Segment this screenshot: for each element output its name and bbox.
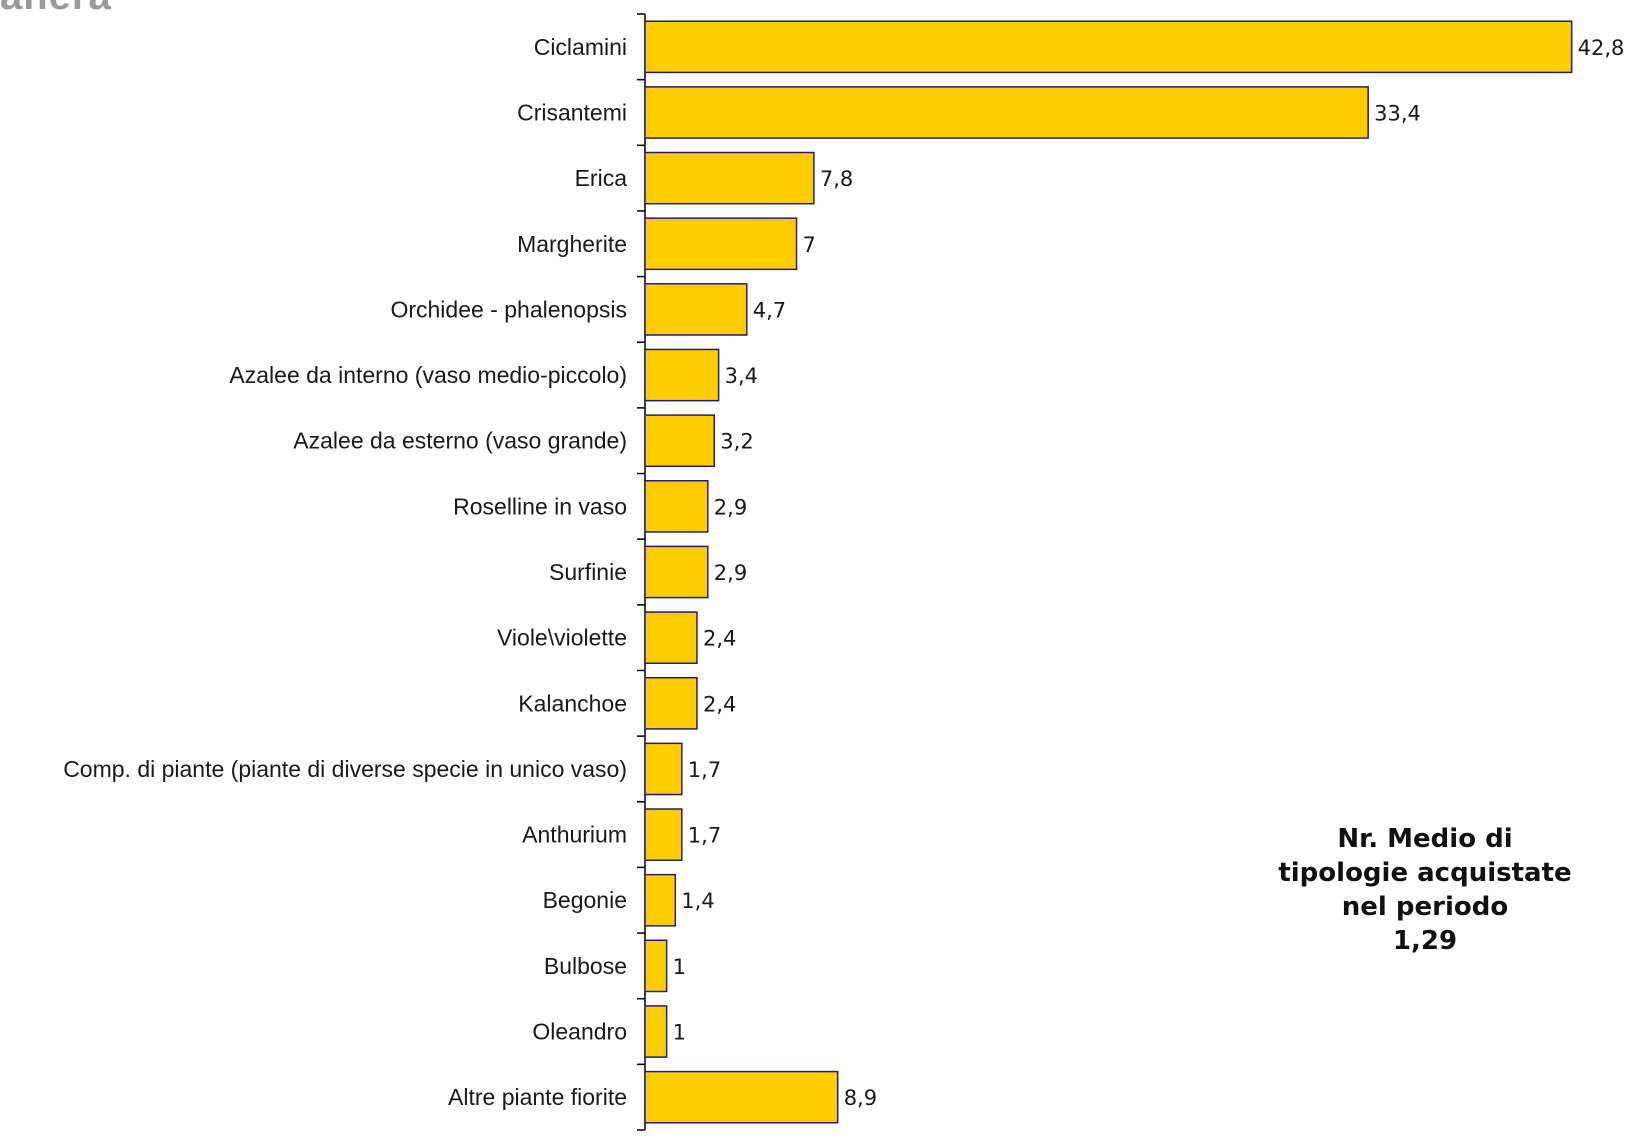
bar [644,86,1369,139]
note-line-2: tipologie acquistate [1278,858,1572,888]
category-label: Azalee da esterno (vaso grande) [293,428,627,454]
value-label: 7 [803,233,816,257]
category-label: Bulbose [544,953,627,979]
value-label: 2,4 [703,692,736,716]
category-label: Azalee da interno (vaso medio-piccolo) [229,362,627,388]
category-label: Surfinie [549,559,627,585]
bar [644,742,683,796]
category-label: Ciclamini [534,34,627,60]
bar [644,676,698,730]
value-labels: 42,8 33,4 7,8 7 4,7 3,4 3,2 2,9 2,9 2,4 2,4 1,7 1,7 1… [673,36,1625,1110]
bar [644,545,709,599]
category-label: Oleandro [532,1019,627,1045]
value-label: 33,4 [1374,101,1421,125]
bar [644,480,709,533]
note-line-1: Nr. Medio di [1337,824,1513,854]
bar [644,414,716,468]
bar [644,217,798,271]
category-label: Begonie [543,887,627,913]
value-label: 8,9 [844,1086,877,1110]
note-line-4: 1,29 [1392,926,1458,956]
value-label: 2,9 [714,495,747,519]
category-label: Anthurium [522,822,627,848]
bars-group [644,20,1573,1124]
value-label: 4,7 [753,298,786,322]
category-label: Altre piante fiorite [448,1084,627,1110]
category-labels: Ciclamini Crisantemi Erica Margherite Orchid… [63,34,627,1110]
value-label: 42,8 [1578,36,1625,60]
category-label: Comp. di piante (piante di diverse speci… [63,756,627,782]
category-label: Roselline in vaso [453,493,627,519]
bar [644,151,815,205]
value-label: 3,2 [720,430,753,454]
bar [644,873,677,927]
logo: anera [0,0,112,19]
bar [644,283,748,336]
value-label: 1 [673,1021,686,1045]
category-label: Crisantemi [517,99,627,125]
bar [644,611,698,664]
value-label: 3,4 [725,364,758,388]
value-label: 1 [673,955,686,979]
value-label: 1,7 [688,824,721,848]
category-label: Viole\violette [497,625,627,651]
average-note: Nr. Medio di tipologie acquistate nel pe… [1245,822,1605,958]
y-axis [637,13,646,1131]
value-label: 2,4 [703,627,736,651]
bar [644,348,720,402]
bar [644,808,683,861]
category-label: Orchidee - phalenopsis [390,296,627,322]
bar [644,939,668,993]
bar [644,20,1573,74]
value-label: 1,4 [681,889,714,913]
value-label: 1,7 [688,758,721,782]
bar [644,1070,839,1124]
note-line-3: nel periodo [1341,892,1509,922]
value-label: 2,9 [714,561,747,585]
value-label: 7,8 [820,167,853,191]
bar [644,1005,668,1058]
category-label: Erica [575,165,628,191]
category-label: Kalanchoe [518,690,627,716]
category-label: Margherite [517,231,627,257]
